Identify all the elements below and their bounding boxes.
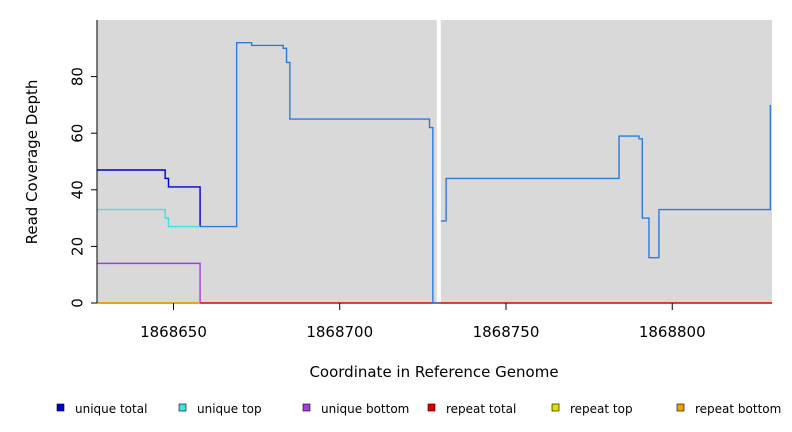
legend-label: repeat top — [570, 402, 633, 416]
legend-item: repeat total — [427, 402, 516, 416]
legend-label: unique total — [75, 402, 147, 416]
legend-swatch — [56, 403, 65, 412]
x-axis-label: Coordinate in Reference Genome — [309, 363, 558, 381]
legend-item: repeat bottom — [676, 402, 781, 416]
x-tick-label: 1868650 — [140, 323, 207, 341]
x-tick-label: 1868700 — [306, 323, 373, 341]
legend-item: repeat top — [551, 402, 633, 416]
series-line-unique-top — [97, 208, 201, 228]
y-tick-label: 60 — [68, 124, 86, 143]
y-tick-label: 40 — [68, 180, 86, 199]
y-tick-label: 20 — [68, 237, 86, 256]
legend-item: unique top — [178, 402, 262, 416]
legend-label: repeat bottom — [695, 402, 781, 416]
legend-swatch — [551, 403, 560, 412]
series-layer — [97, 41, 772, 304]
legend-swatch — [427, 403, 436, 412]
series-line-unique-bottom — [97, 262, 201, 303]
gap-layer — [436, 20, 441, 302]
series-line-unique-total — [97, 169, 201, 227]
axis-layer: 0 20 40 60 80 1868650 1868700 1868750 1868800 — [68, 20, 706, 341]
y-tick-label: 0 — [68, 298, 86, 308]
y-tick-label: 80 — [68, 67, 86, 86]
x-tick-label: 1868800 — [639, 323, 706, 341]
legend-item: unique bottom — [302, 402, 409, 416]
legend-swatch — [676, 403, 685, 412]
legend: unique total unique top unique bottom repea… — [56, 402, 781, 416]
legend-label: repeat total — [446, 402, 516, 416]
legend-label: unique bottom — [321, 402, 409, 416]
legend-item: unique total — [56, 402, 147, 416]
x-tick-label: 1868750 — [473, 323, 540, 341]
coverage-gap-marker — [436, 20, 441, 302]
legend-swatch — [302, 403, 311, 412]
y-axis-label: Read Coverage Depth — [23, 80, 41, 245]
legend-swatch — [178, 403, 187, 412]
legend-label: unique top — [197, 402, 262, 416]
series-line-combined — [200, 41, 772, 304]
plot-background — [97, 20, 772, 303]
